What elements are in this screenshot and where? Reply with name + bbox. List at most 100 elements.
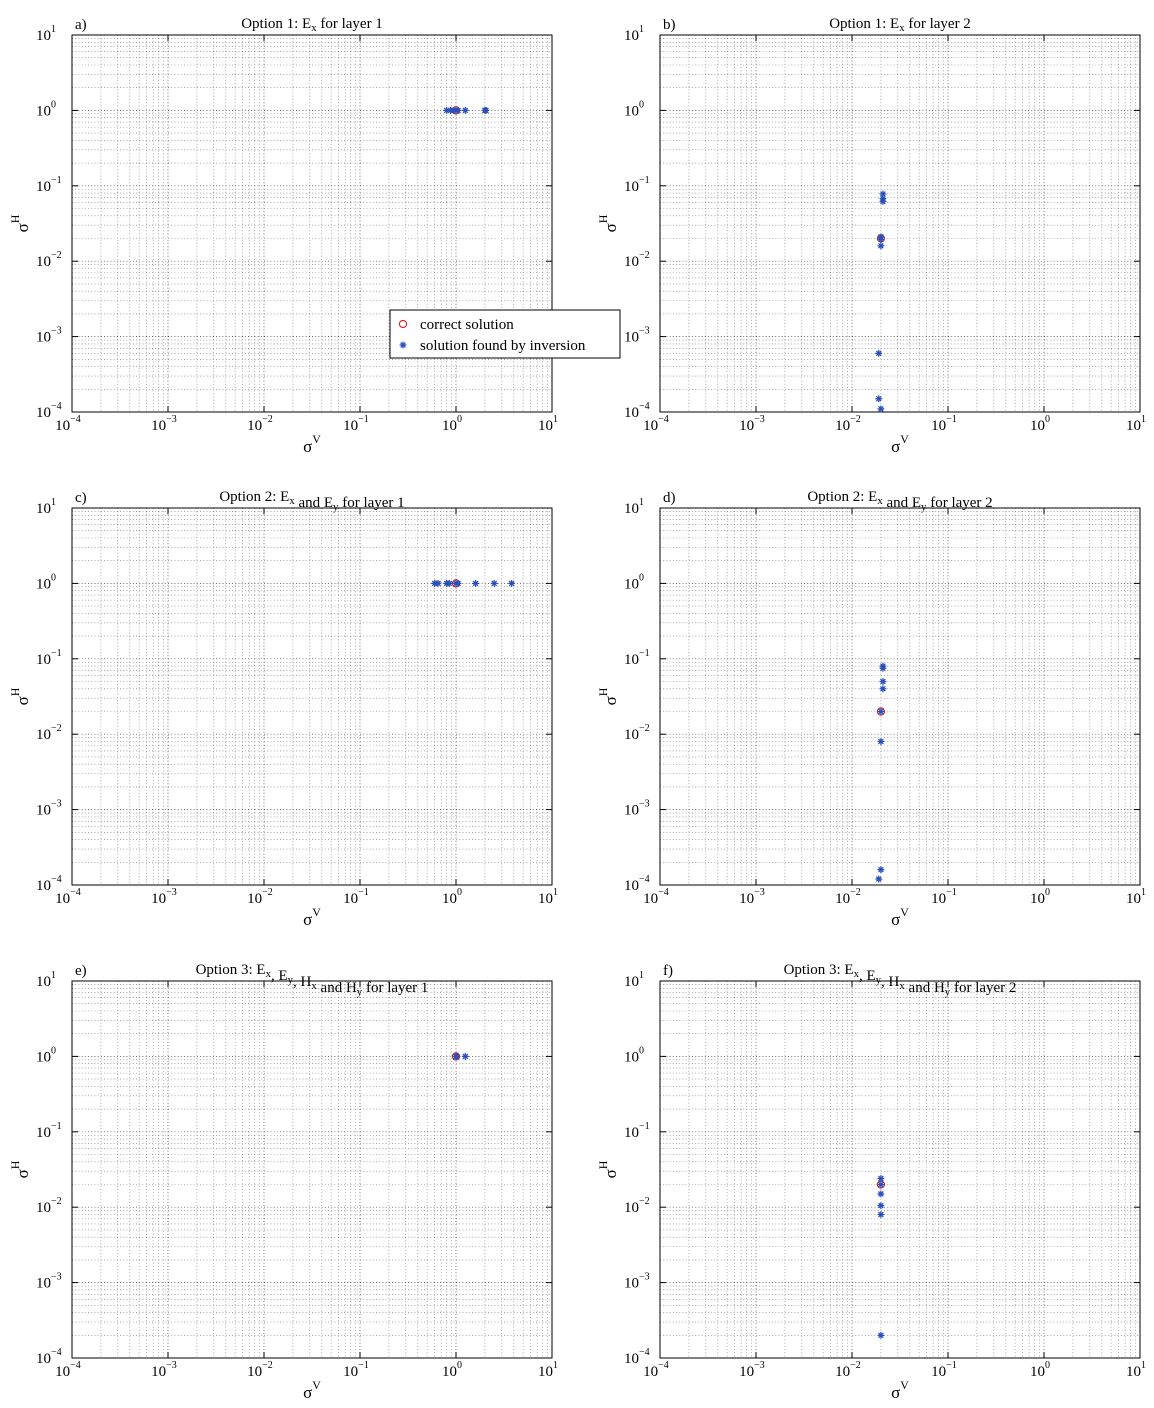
x-tick-label: 10−4 [55, 887, 81, 907]
y-tick-label: 100 [36, 1045, 56, 1065]
data-point-inversion [877, 235, 885, 243]
y-tick-label: 10−1 [624, 1121, 650, 1141]
y-axis-label: σH [596, 214, 620, 232]
legend-label-correct: correct solution [420, 317, 514, 333]
y-tick-label: 10−2 [36, 723, 62, 743]
series-correct-solution [876, 707, 886, 716]
data-point-inversion [461, 1053, 469, 1060]
axes-frame [659, 507, 1141, 886]
x-axis-label: σV [891, 905, 909, 929]
legend-marker-inversion [399, 341, 407, 349]
data-point-inversion [445, 580, 453, 587]
data-point-inversion [879, 678, 887, 685]
x-tick-label: 101 [538, 414, 558, 434]
x-tick-label: 101 [1126, 1360, 1146, 1380]
data-point-inversion [877, 866, 885, 874]
x-tick-label: 10−2 [835, 414, 861, 434]
data-point-inversion [482, 107, 490, 114]
data-point-inversion [875, 349, 883, 357]
y-tick-label: 100 [36, 99, 56, 119]
chart-title: Option 3: Ex, Ey, Hx and Hy for layer 1 [196, 962, 429, 998]
y-tick-label: 10−3 [36, 1272, 62, 1292]
data-point-inversion [879, 685, 887, 693]
x-tick-label: 10−4 [643, 1360, 669, 1380]
series-inversion-solutions [443, 107, 490, 114]
legend-box [389, 309, 621, 359]
x-tick-label: 10−3 [739, 1360, 765, 1380]
y-tick-label: 10−1 [36, 1121, 62, 1141]
y-tick-label: 10−4 [624, 401, 650, 421]
y-tick-label: 10−3 [624, 326, 650, 346]
data-point-inversion [490, 580, 498, 587]
panel-e: 10−4 10−3 10−2 10−1 100 101 10−4 10−3 10−2 10−1 10… [8, 962, 558, 1402]
data-point-inversion [454, 580, 462, 587]
y-tick-label: 101 [624, 970, 644, 990]
x-tick-label: 10−2 [247, 887, 273, 907]
series-inversion-solutions [452, 1053, 469, 1060]
x-tick-label: 10−2 [835, 1360, 861, 1380]
x-tick-label: 101 [1126, 887, 1146, 907]
chart-title: Option 2: Ex and Ey for layer 2 [807, 489, 992, 513]
data-point-inversion [879, 198, 887, 205]
x-tick-label: 100 [1030, 887, 1050, 907]
data-point-inversion [461, 107, 469, 114]
y-tick-label: 100 [624, 1045, 644, 1065]
y-tick-label: 10−2 [624, 723, 650, 743]
y-axis-label: σH [596, 687, 620, 705]
data-point-correct [876, 707, 886, 716]
y-tick-label: 101 [36, 497, 56, 517]
chart-title: Option 1: Ex for layer 2 [829, 16, 971, 34]
panel-a: 10−4 10−3 10−2 10−1 100 101 10−4 10−3 10−2 10−1 10… [8, 16, 621, 456]
data-point-inversion [877, 1181, 885, 1188]
x-axis-label: σV [891, 432, 909, 456]
y-tick-label: 10−1 [36, 648, 62, 668]
axes-frame [71, 980, 553, 1359]
x-axis-label: σV [303, 1378, 321, 1402]
chart-title: Option 3: Ex, Ey, Hx and Hy for layer 2 [784, 962, 1017, 998]
y-tick-label: 10−1 [624, 175, 650, 195]
data-point-inversion [877, 1190, 885, 1198]
x-tick-label: 101 [538, 1360, 558, 1380]
x-tick-label: 10−4 [643, 414, 669, 434]
panel-label: a) [75, 17, 87, 33]
x-axis-label: σV [891, 1378, 909, 1402]
y-tick-label: 10−3 [36, 326, 62, 346]
data-point-inversion [877, 1175, 885, 1182]
y-axis-label: σH [8, 687, 32, 705]
x-tick-label: 10−3 [151, 1360, 177, 1380]
x-tick-label: 10−1 [931, 414, 957, 434]
data-point-inversion [877, 1211, 885, 1218]
data-point-inversion [879, 664, 887, 672]
legend-label-inversion: solution found by inversion [420, 338, 586, 354]
panel-label: c) [75, 490, 87, 506]
x-tick-label: 10−1 [343, 1360, 369, 1380]
x-tick-label: 100 [1030, 414, 1050, 434]
x-tick-label: 10−2 [835, 887, 861, 907]
series-inversion-solutions [431, 580, 516, 587]
panel-f: 10−4 10−3 10−2 10−1 100 101 10−4 10−3 10−2 10−1 10… [596, 962, 1146, 1402]
y-tick-label: 10−3 [624, 799, 650, 819]
x-axis-label: σV [303, 432, 321, 456]
grid [660, 35, 1140, 412]
x-tick-label: 100 [442, 887, 462, 907]
data-point-inversion [877, 1202, 885, 1210]
data-point-inversion [877, 405, 885, 413]
y-axis-label: σH [8, 1160, 32, 1178]
data-point-inversion [434, 580, 442, 587]
axes-frame [659, 980, 1141, 1359]
y-tick-label: 10−2 [624, 250, 650, 270]
x-tick-label: 10−1 [343, 414, 369, 434]
y-tick-label: 10−4 [36, 874, 62, 894]
y-tick-label: 101 [624, 24, 644, 44]
y-tick-label: 10−2 [36, 250, 62, 270]
x-tick-label: 101 [1126, 414, 1146, 434]
y-tick-label: 101 [36, 970, 56, 990]
x-tick-label: 10−1 [931, 1360, 957, 1380]
chart-title: Option 1: Ex for layer 1 [241, 16, 383, 34]
data-point-inversion [877, 708, 885, 715]
y-tick-label: 10−1 [624, 648, 650, 668]
x-tick-label: 100 [1030, 1360, 1050, 1380]
x-tick-label: 10−4 [55, 1360, 81, 1380]
y-tick-label: 100 [624, 99, 644, 119]
chart-title: Option 2: Ex and Ey for layer 1 [219, 489, 404, 513]
